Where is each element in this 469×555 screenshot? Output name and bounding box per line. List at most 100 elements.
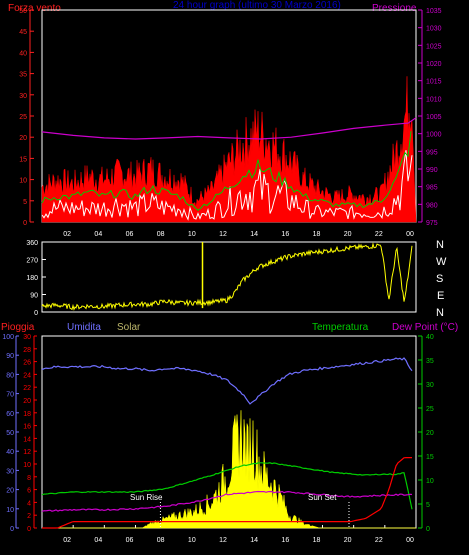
right-tick-label: 1020 <box>426 61 442 68</box>
left-tick-label: 15 <box>19 156 27 163</box>
dir-tick-label: 0 <box>34 310 38 317</box>
x-tick-label: 06 <box>126 537 134 544</box>
temperature-tick-label: 20 <box>426 430 434 437</box>
x-tick-label: 18 <box>313 537 321 544</box>
right-tick-label: 1030 <box>426 26 442 33</box>
rain-tick-label: 8 <box>27 475 31 482</box>
right-tick-label: 995 <box>426 149 438 156</box>
x-tick-label: 08 <box>157 537 165 544</box>
x-tick-label: 20 <box>344 231 352 238</box>
rain-humidity-temperature-panel: 0102030405060708090100024681012141618202… <box>2 334 434 544</box>
humidity-tick-label: 0 <box>10 526 14 533</box>
x-tick-label: 14 <box>250 537 258 544</box>
right-tick-label: 975 <box>426 220 438 227</box>
left-tick-label: 5 <box>23 199 27 206</box>
x-tick-label: 12 <box>219 537 227 544</box>
pressure-series <box>42 118 416 139</box>
dew-point-label: Dew Point (°C) <box>392 322 458 333</box>
right-tick-label: 1035 <box>426 8 442 15</box>
rain-tick-label: 28 <box>23 347 31 354</box>
sunrise-annotation: Sun Rise <box>130 493 163 502</box>
x-tick-label: 18 <box>313 231 321 238</box>
rain-tick-label: 0 <box>27 526 31 533</box>
temperature-tick-label: 35 <box>426 358 434 365</box>
left-tick-label: 20 <box>19 135 27 142</box>
x-tick-label: 22 <box>375 231 383 238</box>
x-tick-label: 16 <box>281 231 289 238</box>
right-tick-label: 1005 <box>426 114 442 121</box>
left-tick-label: 0 <box>23 220 27 227</box>
humidity-tick-label: 90 <box>6 353 14 360</box>
humidity-tick-label: 40 <box>6 449 14 456</box>
rain-tick-label: 14 <box>23 436 31 443</box>
compass-s: S <box>436 273 443 285</box>
x-tick-label: 20 <box>344 537 352 544</box>
left-tick-label: 30 <box>19 93 27 100</box>
humidity-series <box>42 358 412 404</box>
x-tick-label: 00 <box>406 537 414 544</box>
temperature-tick-label: 10 <box>426 478 434 485</box>
temperature-tick-label: 25 <box>426 406 434 413</box>
dir-tick-label: 180 <box>26 275 38 282</box>
rain-tick-label: 18 <box>23 411 31 418</box>
x-tick-label: 00 <box>406 231 414 238</box>
temperature-tick-label: 30 <box>426 382 434 389</box>
x-tick-label: 10 <box>188 231 196 238</box>
humidity-tick-label: 10 <box>6 507 14 514</box>
x-tick-label: 12 <box>219 231 227 238</box>
sunset-annotation: Sun Set <box>308 493 337 502</box>
x-tick-label: 04 <box>94 537 102 544</box>
x-tick-label: 22 <box>375 537 383 544</box>
right-tick-label: 980 <box>426 202 438 209</box>
temperature-tick-label: 40 <box>426 334 434 341</box>
rain-tick-label: 30 <box>23 334 31 341</box>
wind-pressure-panel: 0510152025303540455097598098599099510001… <box>19 8 441 238</box>
humidity-tick-label: 50 <box>6 430 14 437</box>
left-tick-label: 35 <box>19 72 27 79</box>
wind-label: Forza vento <box>8 3 61 14</box>
temperature-tick-label: 15 <box>426 454 434 461</box>
rain-tick-label: 26 <box>23 360 31 367</box>
rain-tick-label: 24 <box>23 372 31 379</box>
humidity-tick-label: 80 <box>6 372 14 379</box>
temperature-label: Temperatura <box>312 322 369 333</box>
left-tick-label: 10 <box>19 178 27 185</box>
rain-tick-label: 10 <box>23 462 31 469</box>
humidity-tick-label: 20 <box>6 488 14 495</box>
left-tick-label: 45 <box>19 29 27 36</box>
humidity-tick-label: 60 <box>6 411 14 418</box>
left-tick-label: 50 <box>19 8 27 15</box>
left-tick-label: 25 <box>19 114 27 121</box>
humidity-tick-label: 30 <box>6 468 14 475</box>
temperature-tick-label: 5 <box>426 502 430 509</box>
humidity-tick-label: 100 <box>2 334 14 341</box>
left-tick-label: 40 <box>19 50 27 57</box>
rain-tick-label: 20 <box>23 398 31 405</box>
rain-tick-label: 22 <box>23 385 31 392</box>
compass-n-bottom: N <box>436 307 444 319</box>
pressure-label: Pressione <box>372 3 417 14</box>
right-tick-label: 1000 <box>426 132 442 139</box>
rain-label: Pioggia <box>1 322 35 333</box>
wind-direction-series <box>42 244 412 309</box>
right-tick-label: 1010 <box>426 96 442 103</box>
compass-w: W <box>436 256 447 268</box>
x-tick-label: 08 <box>157 231 165 238</box>
panel2-frame <box>42 242 416 312</box>
rain-tick-label: 16 <box>23 424 31 431</box>
x-tick-label: 10 <box>188 537 196 544</box>
right-tick-label: 1025 <box>426 43 442 50</box>
chart-title: 24 hour graph (ultimo 30 Marzo 2016) <box>173 0 341 11</box>
temperature-tick-label: 0 <box>426 526 430 533</box>
compass-e: E <box>437 290 444 302</box>
dir-tick-label: 360 <box>26 240 38 247</box>
x-tick-label: 02 <box>63 537 71 544</box>
x-tick-label: 16 <box>281 537 289 544</box>
x-tick-label: 02 <box>63 231 71 238</box>
rain-tick-label: 6 <box>27 488 31 495</box>
compass-n-top: N <box>436 239 444 251</box>
x-tick-label: 14 <box>250 231 258 238</box>
solar-label: Solar <box>117 322 141 333</box>
right-tick-label: 985 <box>426 185 438 192</box>
